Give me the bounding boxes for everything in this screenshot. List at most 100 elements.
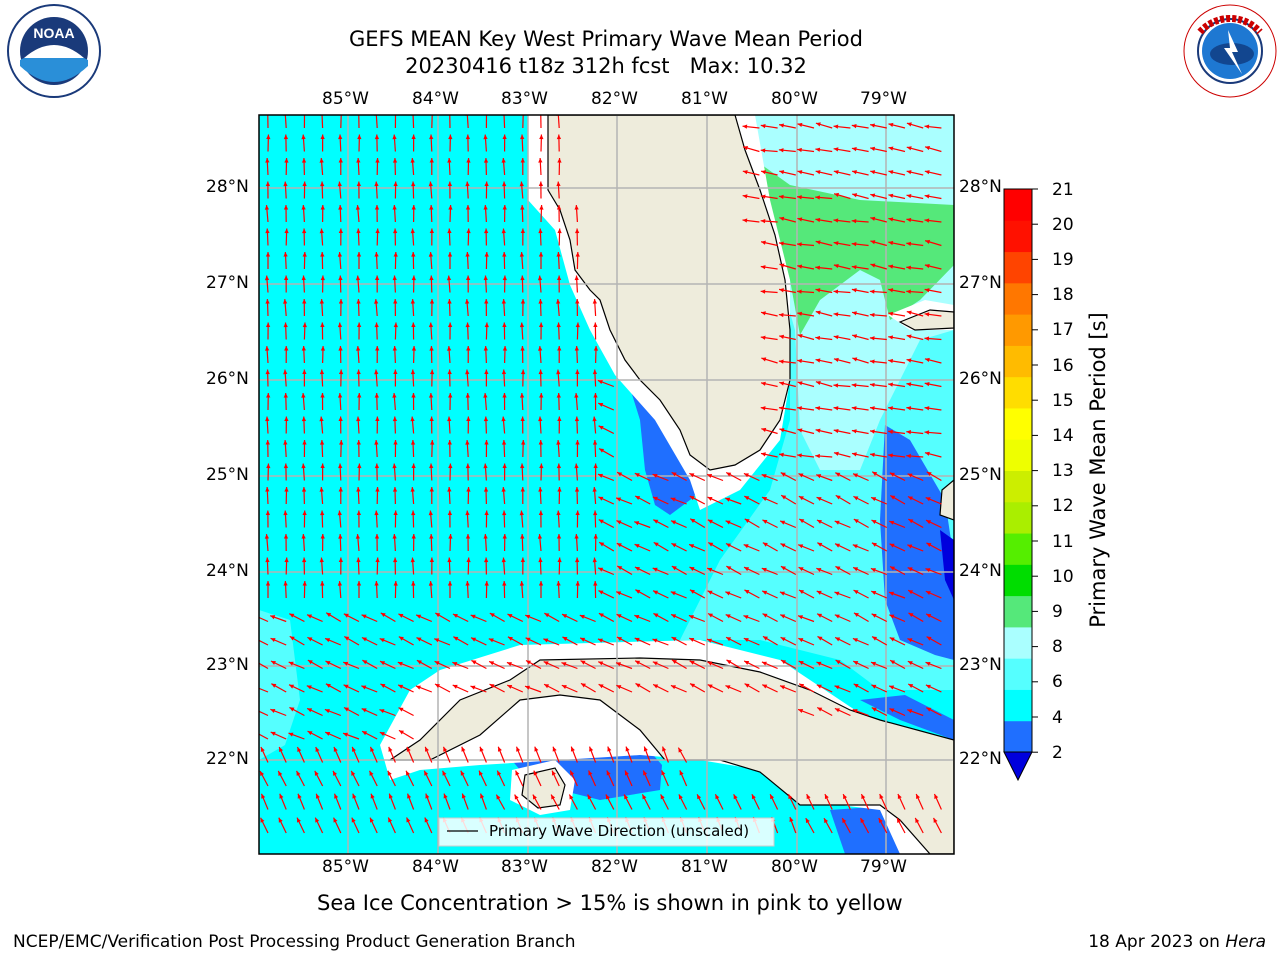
wave-arrow-head bbox=[264, 275, 270, 281]
wave-arrow-head bbox=[519, 393, 525, 398]
wave-arrow-head bbox=[697, 794, 702, 800]
wave-arrow-head bbox=[497, 770, 502, 776]
wave-arrow-head bbox=[761, 567, 767, 572]
wave-arrow-head bbox=[289, 636, 295, 641]
wave-arrow-head bbox=[670, 591, 676, 596]
wave-arrow-head bbox=[592, 416, 597, 422]
wave-arrow-head bbox=[797, 195, 802, 200]
wave-arrow-head bbox=[279, 793, 284, 799]
wave-arrow-head bbox=[616, 685, 622, 690]
wave-arrow-head bbox=[924, 430, 930, 435]
sea-ice-note: Sea Ice Concentration > 15% is shown in … bbox=[317, 891, 903, 915]
wave-arrow-head bbox=[878, 818, 883, 824]
wave-arrow-head bbox=[252, 685, 257, 689]
wave-arrow-head bbox=[428, 181, 433, 187]
wave-arrow-head bbox=[556, 581, 561, 586]
wave-arrow-head bbox=[470, 685, 476, 690]
wave-arrow-head bbox=[598, 425, 604, 430]
wave-arrow-head bbox=[593, 346, 599, 351]
wave-arrow-head bbox=[519, 181, 524, 187]
wave-arrow-head bbox=[429, 463, 434, 469]
wave-arrow-head bbox=[447, 416, 452, 422]
wave-arrow-head bbox=[888, 146, 894, 151]
wave-arrow-head bbox=[924, 263, 930, 269]
colorbar-tick: 10 bbox=[1052, 567, 1074, 587]
wave-arrow-head bbox=[889, 708, 895, 713]
wave-arrow-head bbox=[851, 123, 857, 129]
lon-label-bottom: 84°W bbox=[412, 857, 459, 877]
wave-arrow-head bbox=[870, 193, 876, 198]
wave-arrow-head bbox=[319, 487, 324, 492]
wave-arrow-head bbox=[502, 346, 508, 351]
wave-arrow-head bbox=[888, 453, 893, 458]
wave-arrow-head bbox=[906, 146, 912, 151]
wave-arrow-head bbox=[906, 406, 912, 411]
wave-arrow-head bbox=[289, 707, 295, 712]
wave-arrow-head bbox=[556, 252, 561, 257]
wave-arrow-head bbox=[761, 170, 766, 175]
wave-arrow-head bbox=[338, 487, 343, 492]
wave-arrow-head bbox=[496, 794, 501, 800]
wave-arrow-head bbox=[520, 205, 525, 210]
wave-arrow-head bbox=[861, 794, 866, 800]
wave-arrow-head bbox=[283, 299, 288, 304]
land-cuba bbox=[388, 657, 954, 854]
wave-arrow-head bbox=[557, 487, 562, 492]
wave-arrow-head bbox=[301, 487, 307, 492]
wave-arrow-head bbox=[338, 557, 344, 563]
wave-arrow-head bbox=[562, 614, 568, 619]
wave-arrow-head bbox=[824, 818, 829, 824]
wave-arrow-head bbox=[319, 158, 324, 163]
wave-arrow-head bbox=[617, 472, 623, 477]
wave-arrow-head bbox=[301, 346, 306, 351]
wave-arrow-head bbox=[726, 472, 732, 477]
wave-arrow bbox=[412, 115, 415, 129]
wave-arrow-head bbox=[890, 495, 896, 500]
wave-arrow-head bbox=[484, 510, 489, 516]
wave-arrow-head bbox=[320, 322, 325, 328]
colorbar-tick: 4 bbox=[1052, 708, 1063, 728]
wave-arrow-head bbox=[897, 794, 902, 800]
wave-arrow-head bbox=[355, 346, 361, 351]
wave-arrow-head bbox=[410, 158, 415, 163]
wave-arrow-head bbox=[380, 612, 386, 618]
lat-label-right: 25°N bbox=[959, 465, 1002, 485]
wave-arrow-head bbox=[834, 591, 840, 596]
wave-arrow-head bbox=[446, 346, 452, 351]
wave-arrow-head bbox=[484, 440, 489, 445]
wave-arrow-head bbox=[853, 473, 859, 478]
colorbar-segment bbox=[1004, 251, 1032, 284]
wave-arrow-head bbox=[744, 567, 750, 572]
wave-arrow-head bbox=[599, 448, 605, 453]
wave-arrow-head bbox=[707, 474, 713, 479]
wave-arrow-head bbox=[543, 661, 549, 666]
wave-arrow-head bbox=[906, 382, 912, 387]
wave-arrow-head bbox=[926, 707, 932, 712]
wave-arrow-head bbox=[539, 134, 544, 140]
wave-arrow-head bbox=[484, 299, 489, 304]
wave-arrow-head bbox=[502, 252, 507, 257]
wave-arrow-head bbox=[466, 416, 471, 422]
wave-arrow-head bbox=[915, 817, 920, 823]
wave-arrow-head bbox=[343, 613, 349, 618]
wave-arrow-head bbox=[265, 557, 270, 563]
wave-arrow-head bbox=[489, 684, 495, 689]
wave-arrow-head bbox=[889, 685, 895, 690]
wave-arrow-head bbox=[652, 473, 658, 478]
wave-arrow-head bbox=[760, 123, 766, 129]
wave-arrow-head bbox=[707, 638, 713, 643]
wave-arrow-head bbox=[815, 406, 821, 411]
wave-arrow-head bbox=[501, 299, 506, 304]
wave-arrow-head bbox=[592, 299, 597, 304]
wave-arrow-head bbox=[356, 252, 362, 257]
wave-arrow-head bbox=[283, 534, 289, 539]
wave-arrow-head bbox=[797, 381, 803, 386]
wave-arrow-head bbox=[471, 660, 477, 665]
wave-arrow-head bbox=[574, 416, 580, 422]
wave-arrow-head bbox=[575, 252, 580, 257]
wave-arrow-head bbox=[924, 194, 930, 199]
wave-arrow-head bbox=[307, 660, 313, 665]
wave-arrow-head bbox=[270, 638, 276, 643]
wave-arrow-head bbox=[392, 393, 397, 398]
wave-arrow-head bbox=[501, 557, 506, 563]
